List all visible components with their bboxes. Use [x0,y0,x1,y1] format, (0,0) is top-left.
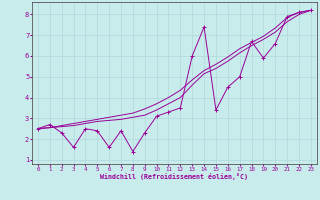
X-axis label: Windchill (Refroidissement éolien,°C): Windchill (Refroidissement éolien,°C) [100,173,248,180]
